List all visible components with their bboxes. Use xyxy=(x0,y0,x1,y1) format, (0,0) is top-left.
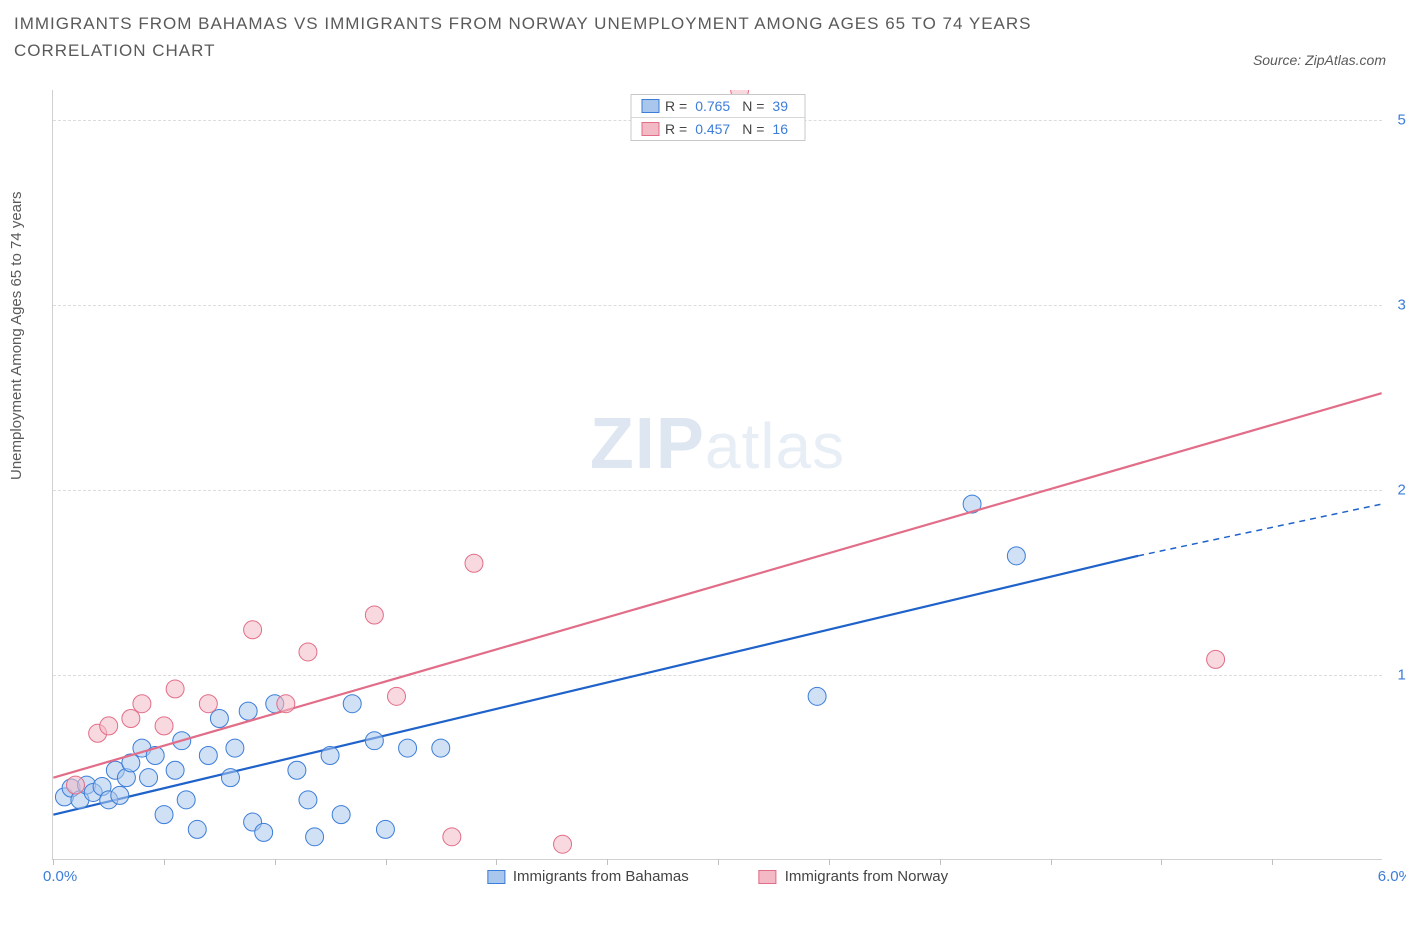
swatch-icon xyxy=(487,870,505,884)
source-label: Source: ZipAtlas.com xyxy=(1253,52,1386,68)
data-point xyxy=(166,761,184,779)
x-tick xyxy=(53,859,54,865)
y-tick-label: 12.5% xyxy=(1397,666,1406,683)
x-tick xyxy=(1272,859,1273,865)
data-point xyxy=(221,769,239,787)
data-point xyxy=(244,621,262,639)
trend-line xyxy=(53,556,1138,815)
x-tick xyxy=(275,859,276,865)
x-tick xyxy=(718,859,719,865)
x-tick xyxy=(386,859,387,865)
y-tick-label: 25.0% xyxy=(1397,481,1406,498)
data-point xyxy=(226,739,244,757)
swatch-icon xyxy=(641,122,659,136)
data-point xyxy=(100,717,118,735)
data-point xyxy=(388,687,406,705)
swatch-icon xyxy=(641,99,659,113)
data-point xyxy=(399,739,417,757)
data-point xyxy=(365,606,383,624)
data-point xyxy=(188,820,206,838)
y-tick-label: 50.0% xyxy=(1397,111,1406,128)
data-point xyxy=(239,702,257,720)
data-point xyxy=(299,643,317,661)
swatch-icon xyxy=(759,870,777,884)
data-point xyxy=(67,776,85,794)
legend-item: Immigrants from Bahamas xyxy=(487,868,689,885)
trend-line xyxy=(53,393,1381,778)
data-point xyxy=(343,695,361,713)
y-axis-label: Unemployment Among Ages 65 to 74 years xyxy=(8,191,25,480)
x-tick xyxy=(1161,859,1162,865)
data-point xyxy=(140,769,158,787)
plot-area: ZIPatlas R =0.765 N =39 R =0.457 N =16 0… xyxy=(52,90,1382,860)
data-point xyxy=(432,739,450,757)
data-point xyxy=(199,746,217,764)
data-point xyxy=(306,828,324,846)
chart-title: IMMIGRANTS FROM BAHAMAS VS IMMIGRANTS FR… xyxy=(14,10,1114,64)
x-max-label: 6.0% xyxy=(1378,868,1406,885)
data-point xyxy=(155,717,173,735)
legend-label: Immigrants from Bahamas xyxy=(513,868,689,885)
x-min-label: 0.0% xyxy=(43,868,77,885)
x-tick xyxy=(164,859,165,865)
data-point xyxy=(199,695,217,713)
data-point xyxy=(133,695,151,713)
data-point xyxy=(1207,650,1225,668)
data-point xyxy=(255,823,273,841)
data-point xyxy=(177,791,195,809)
data-point xyxy=(166,680,184,698)
data-point xyxy=(299,791,317,809)
data-point xyxy=(376,820,394,838)
legend-label: Immigrants from Norway xyxy=(785,868,948,885)
trend-line-dash xyxy=(1138,504,1382,556)
y-tick-label: 37.5% xyxy=(1397,296,1406,313)
data-point xyxy=(332,806,350,824)
legend-stats: R =0.765 N =39 R =0.457 N =16 xyxy=(630,94,805,141)
data-point xyxy=(155,806,173,824)
data-point xyxy=(365,732,383,750)
x-tick xyxy=(1051,859,1052,865)
x-tick xyxy=(829,859,830,865)
x-tick xyxy=(940,859,941,865)
legend-item: Immigrants from Norway xyxy=(759,868,948,885)
data-point xyxy=(321,746,339,764)
data-point xyxy=(111,786,129,804)
data-point xyxy=(210,710,228,728)
data-point xyxy=(122,710,140,728)
legend-series: Immigrants from Bahamas Immigrants from … xyxy=(487,868,948,885)
data-point xyxy=(1007,547,1025,565)
data-point xyxy=(554,835,572,853)
data-point xyxy=(808,687,826,705)
x-tick xyxy=(607,859,608,865)
data-point xyxy=(277,695,295,713)
legend-stats-row: R =0.457 N =16 xyxy=(631,118,804,140)
data-point xyxy=(443,828,461,846)
data-point xyxy=(288,761,306,779)
data-point xyxy=(465,554,483,572)
legend-stats-row: R =0.765 N =39 xyxy=(631,95,804,118)
chart-svg xyxy=(53,90,1382,859)
x-tick xyxy=(496,859,497,865)
